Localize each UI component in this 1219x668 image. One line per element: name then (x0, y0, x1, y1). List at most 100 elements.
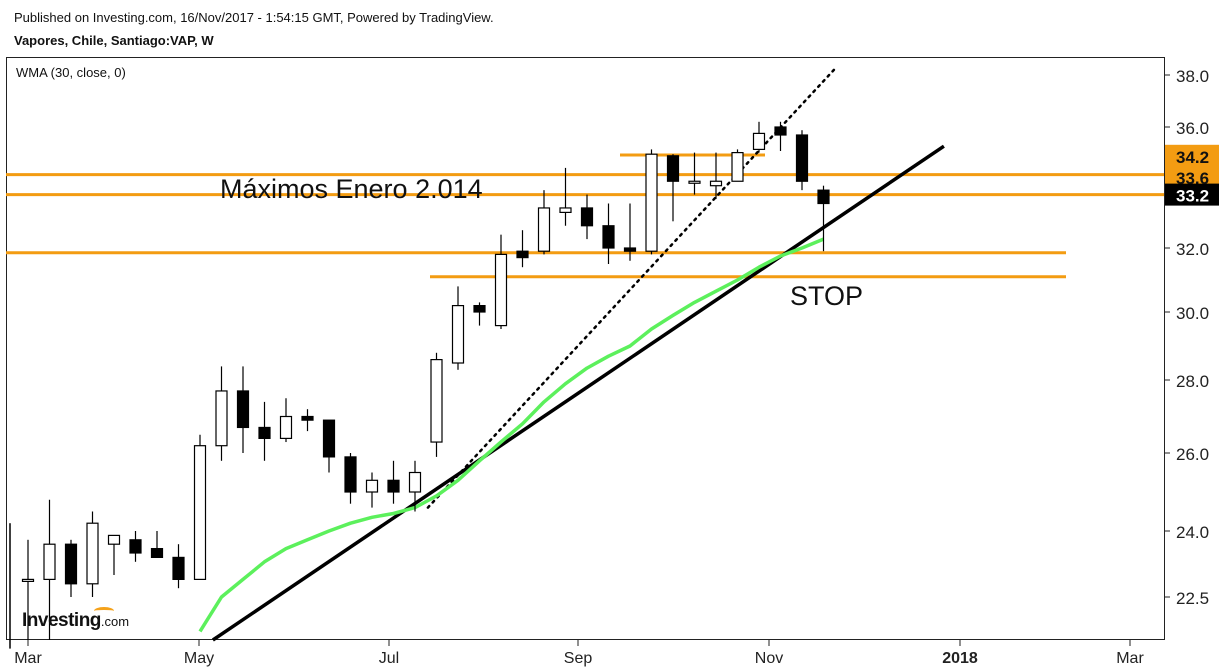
candle-body (365, 479, 379, 493)
candle (43, 499, 56, 640)
candle-body (236, 390, 250, 429)
y-tick-label: 30.0 (1176, 304, 1209, 323)
candle (473, 302, 486, 326)
candle-body (516, 250, 529, 259)
x-tick-label: May (184, 650, 214, 667)
candle-body (559, 207, 572, 213)
candle (258, 401, 271, 461)
logo-swoosh-icon (94, 607, 114, 615)
candle (408, 460, 422, 512)
candle (774, 121, 787, 151)
candle (107, 534, 121, 575)
candle (430, 352, 443, 457)
candle (817, 185, 830, 252)
candle-body (537, 207, 551, 252)
wma-line (198, 237, 825, 633)
candle (344, 453, 357, 504)
candle-body (129, 539, 142, 554)
indicator-label: WMA (30, close, 0) (16, 65, 126, 80)
candle-body (795, 134, 809, 182)
candle (150, 531, 164, 558)
candle-body (688, 180, 701, 184)
candle-body (645, 153, 658, 252)
y-tick-label: 28.0 (1176, 372, 1209, 391)
candle (64, 539, 78, 597)
price-tag (1165, 165, 1219, 188)
price-tag-label: 34.2 (1176, 148, 1209, 167)
candle (322, 419, 336, 473)
x-tick-label: Nov (755, 650, 783, 667)
candle-body (215, 390, 228, 447)
candle (215, 366, 228, 461)
candle-body (21, 578, 35, 583)
candle (516, 230, 529, 268)
candle-body (344, 456, 357, 493)
x-tick-label: Sep (564, 650, 593, 667)
candle-body (666, 155, 680, 182)
annotation-text: Máximos Enero 2.014 (220, 174, 483, 204)
candle (86, 511, 99, 597)
candle-body (193, 445, 207, 581)
logo-brand: Investing (22, 610, 101, 631)
candle (21, 539, 35, 640)
candle-body (494, 253, 508, 327)
candle-body (64, 543, 78, 585)
candle (494, 234, 508, 329)
investing-logo: Investing.com (22, 607, 130, 632)
candle (301, 409, 314, 432)
candle-body (279, 415, 293, 439)
y-tick-label: 24.0 (1176, 523, 1209, 542)
candle (731, 149, 744, 182)
candle-body (774, 126, 787, 136)
candle (688, 152, 701, 195)
price-tag (1165, 183, 1219, 206)
y-tick-label: 26.0 (1176, 445, 1209, 464)
candle (580, 194, 594, 240)
y-tick-label: 22.5 (1176, 589, 1209, 608)
candle (387, 460, 400, 504)
y-tick-label: 36.0 (1176, 119, 1209, 138)
annotation-text: STOP (790, 281, 863, 311)
candle-body (43, 543, 56, 581)
candle-body (709, 180, 723, 187)
x-tick-label: 2018 (942, 650, 978, 667)
candle (559, 167, 572, 226)
candle (129, 531, 142, 562)
candle-body (150, 547, 164, 558)
candle-body (451, 305, 465, 364)
candle-body (86, 522, 99, 585)
candle (602, 203, 615, 264)
candle (537, 190, 551, 255)
candle-body (752, 132, 766, 150)
candle-body (817, 189, 830, 205)
support-trendline (211, 144, 945, 642)
symbol-title: Vapores, Chile, Santiago:VAP, W (14, 33, 214, 48)
candle-body (387, 479, 400, 493)
logo-domain: .com (100, 614, 130, 629)
candle-body (408, 471, 422, 493)
candle-body (258, 426, 271, 440)
x-tick-label: Mar (1116, 650, 1144, 667)
y-tick-label: 38.0 (1176, 67, 1209, 86)
plot-frame (6, 57, 1165, 640)
candle-body (107, 534, 121, 545)
candle-body (172, 556, 185, 581)
candle-body (430, 359, 443, 443)
price-tag (1165, 144, 1219, 167)
published-note: Published on Investing.com, 16/Nov/2017 … (14, 10, 494, 25)
candle (623, 203, 637, 261)
candle-body (623, 247, 637, 252)
candle (752, 121, 766, 153)
price-tag-label: 33.2 (1176, 187, 1209, 206)
candle (709, 152, 723, 200)
candle-body (322, 419, 336, 458)
dotted-trendline (426, 65, 838, 509)
candle-body (731, 152, 744, 182)
candle (236, 366, 250, 453)
candle (451, 286, 465, 370)
candle (279, 398, 293, 443)
candle (666, 154, 680, 222)
price-tag-label: 33.6 (1176, 169, 1209, 188)
candle-body (580, 207, 594, 227)
